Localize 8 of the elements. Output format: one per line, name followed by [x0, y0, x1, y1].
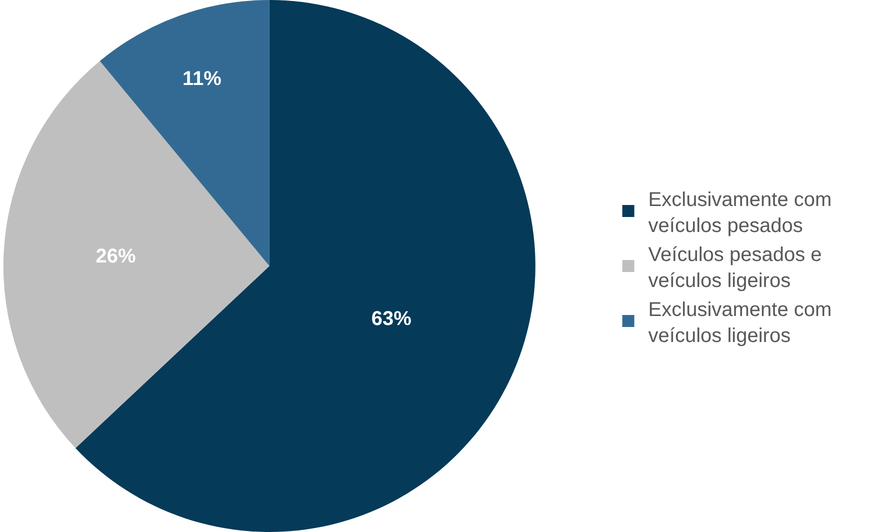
data-label: 63%: [371, 308, 412, 330]
pie-slice: [3, 61, 270, 448]
pie-slice: [75, 0, 536, 532]
data-label: 11%: [182, 68, 222, 90]
legend-label: Veículos pesados e veículos ligeiros: [648, 244, 822, 292]
legend-label: Exclusivamente com veículos ligeiros: [648, 298, 832, 347]
legend-label: Exclusivamente com veículos pesados: [648, 188, 832, 237]
data-label: 26%: [96, 245, 136, 268]
